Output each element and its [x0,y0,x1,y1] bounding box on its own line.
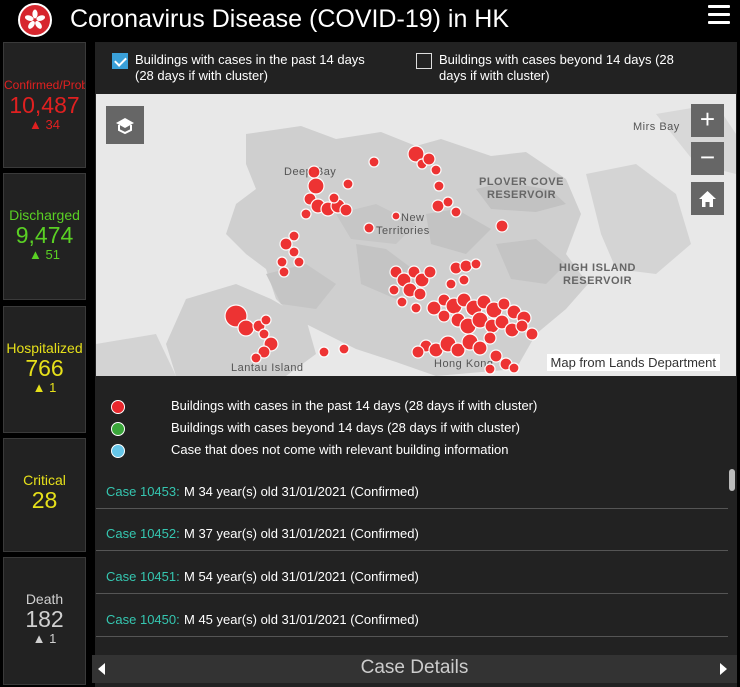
stat-confirmed: Confirmed/Prob 10,487 ▲ 34 [3,42,86,168]
stat-delta: ▲ 1 [32,380,57,395]
graduation-cap-icon [116,118,134,135]
case-details-title: Case Details [360,657,469,678]
map-credit: Map from Lands Department [546,354,720,371]
checkbox-checked-icon[interactable] [112,53,128,69]
stat-value: 10,487 [9,92,80,118]
next-arrow-icon[interactable] [720,663,727,675]
map-label-plover-cove: PLOVER COVE RESERVOIR [479,176,564,201]
layer-toggle-button[interactable] [106,106,144,144]
red-dot-icon [111,400,125,414]
filter-beyond-label: Buildings with cases beyond 14 days (28 … [439,52,674,83]
case-list-item[interactable]: Case 10451: M 54 year(s) old 31/01/2021 … [96,552,728,594]
case-id-link[interactable]: Case 10450: [106,612,180,627]
case-list-item[interactable]: Case 10452: M 37 year(s) old 31/01/2021 … [96,509,728,551]
home-icon [699,191,716,207]
case-id-link[interactable]: Case 10452: [106,526,180,541]
home-button[interactable] [691,182,724,215]
stat-value: 28 [31,487,58,513]
case-info: M 37 year(s) old 31/01/2021 (Confirmed) [184,526,419,541]
map-label-hong-kong: Hong Kong [434,358,494,370]
stat-label: Discharged [9,207,80,223]
hk-emblem-icon [18,3,52,37]
stat-label: Critical [23,472,66,488]
case-id-link[interactable]: Case 10453: [106,484,180,499]
app-header: Coronavirus Disease (COVID-19) in HK [0,0,740,40]
stat-value: 766 [25,355,64,381]
map-label-new-territories: New [401,212,425,224]
case-map[interactable]: Deep Bay Mirs Bay New Territories PLOVER… [96,94,736,376]
green-dot-icon [111,422,125,436]
stat-discharged: Discharged 9,474 ▲ 51 [3,173,86,300]
blue-dot-icon [111,444,125,458]
case-info: M 34 year(s) old 31/01/2021 (Confirmed) [184,484,419,499]
scrollbar-thumb[interactable] [729,469,735,491]
map-label-high-island: HIGH ISLAND RESERVOIR [559,262,636,287]
map-label-mirs-bay: Mirs Bay [633,121,680,133]
stat-value: 182 [25,606,64,632]
zoom-in-button[interactable]: + [691,104,724,137]
case-list-item[interactable]: Case 10450: M 45 year(s) old 31/01/2021 … [96,595,728,637]
stat-label: Death [25,591,64,607]
hamburger-menu-icon[interactable] [708,5,730,25]
filter-recent-label: Buildings with cases in the past 14 days… [135,52,365,83]
stat-label: Confirmed/Prob [4,78,86,92]
map-label-deep-bay: Deep Bay [284,166,337,178]
checkbox-unchecked-icon[interactable] [416,53,432,69]
map-label-new-territories: Territories [376,225,430,237]
case-info: M 54 year(s) old 31/01/2021 (Confirmed) [184,569,419,584]
case-details-bar: Case Details [92,655,737,683]
filter-beyond-cases[interactable]: Buildings with cases beyond 14 days (28 … [416,52,674,84]
map-label-lantau: Lantau Island [231,362,304,374]
stat-value: 9,474 [15,222,74,248]
case-id-link[interactable]: Case 10451: [106,569,180,584]
stat-death: Death 182 ▲ 1 [3,557,86,685]
case-list[interactable]: Case 10453: M 34 year(s) old 31/01/2021 … [96,467,728,653]
filter-recent-cases[interactable]: Buildings with cases in the past 14 days… [112,52,365,84]
stat-label: Hospitalized [6,340,83,356]
prev-arrow-icon[interactable] [98,663,105,675]
case-list-item[interactable]: Case 10453: M 34 year(s) old 31/01/2021 … [96,467,728,509]
zoom-out-button[interactable]: − [691,142,724,175]
stat-delta: ▲ 51 [29,247,60,262]
stat-delta: ▲ 34 [29,117,60,132]
stat-delta: ▲ 1 [32,631,57,646]
stat-hospitalized: Hospitalized 766 ▲ 1 [3,306,86,433]
stat-critical: Critical 28 [3,438,86,552]
case-list-scrollbar[interactable] [729,467,736,653]
page-title: Coronavirus Disease (COVID-19) in HK [70,5,510,33]
case-info: M 45 year(s) old 31/01/2021 (Confirmed) [184,612,419,627]
